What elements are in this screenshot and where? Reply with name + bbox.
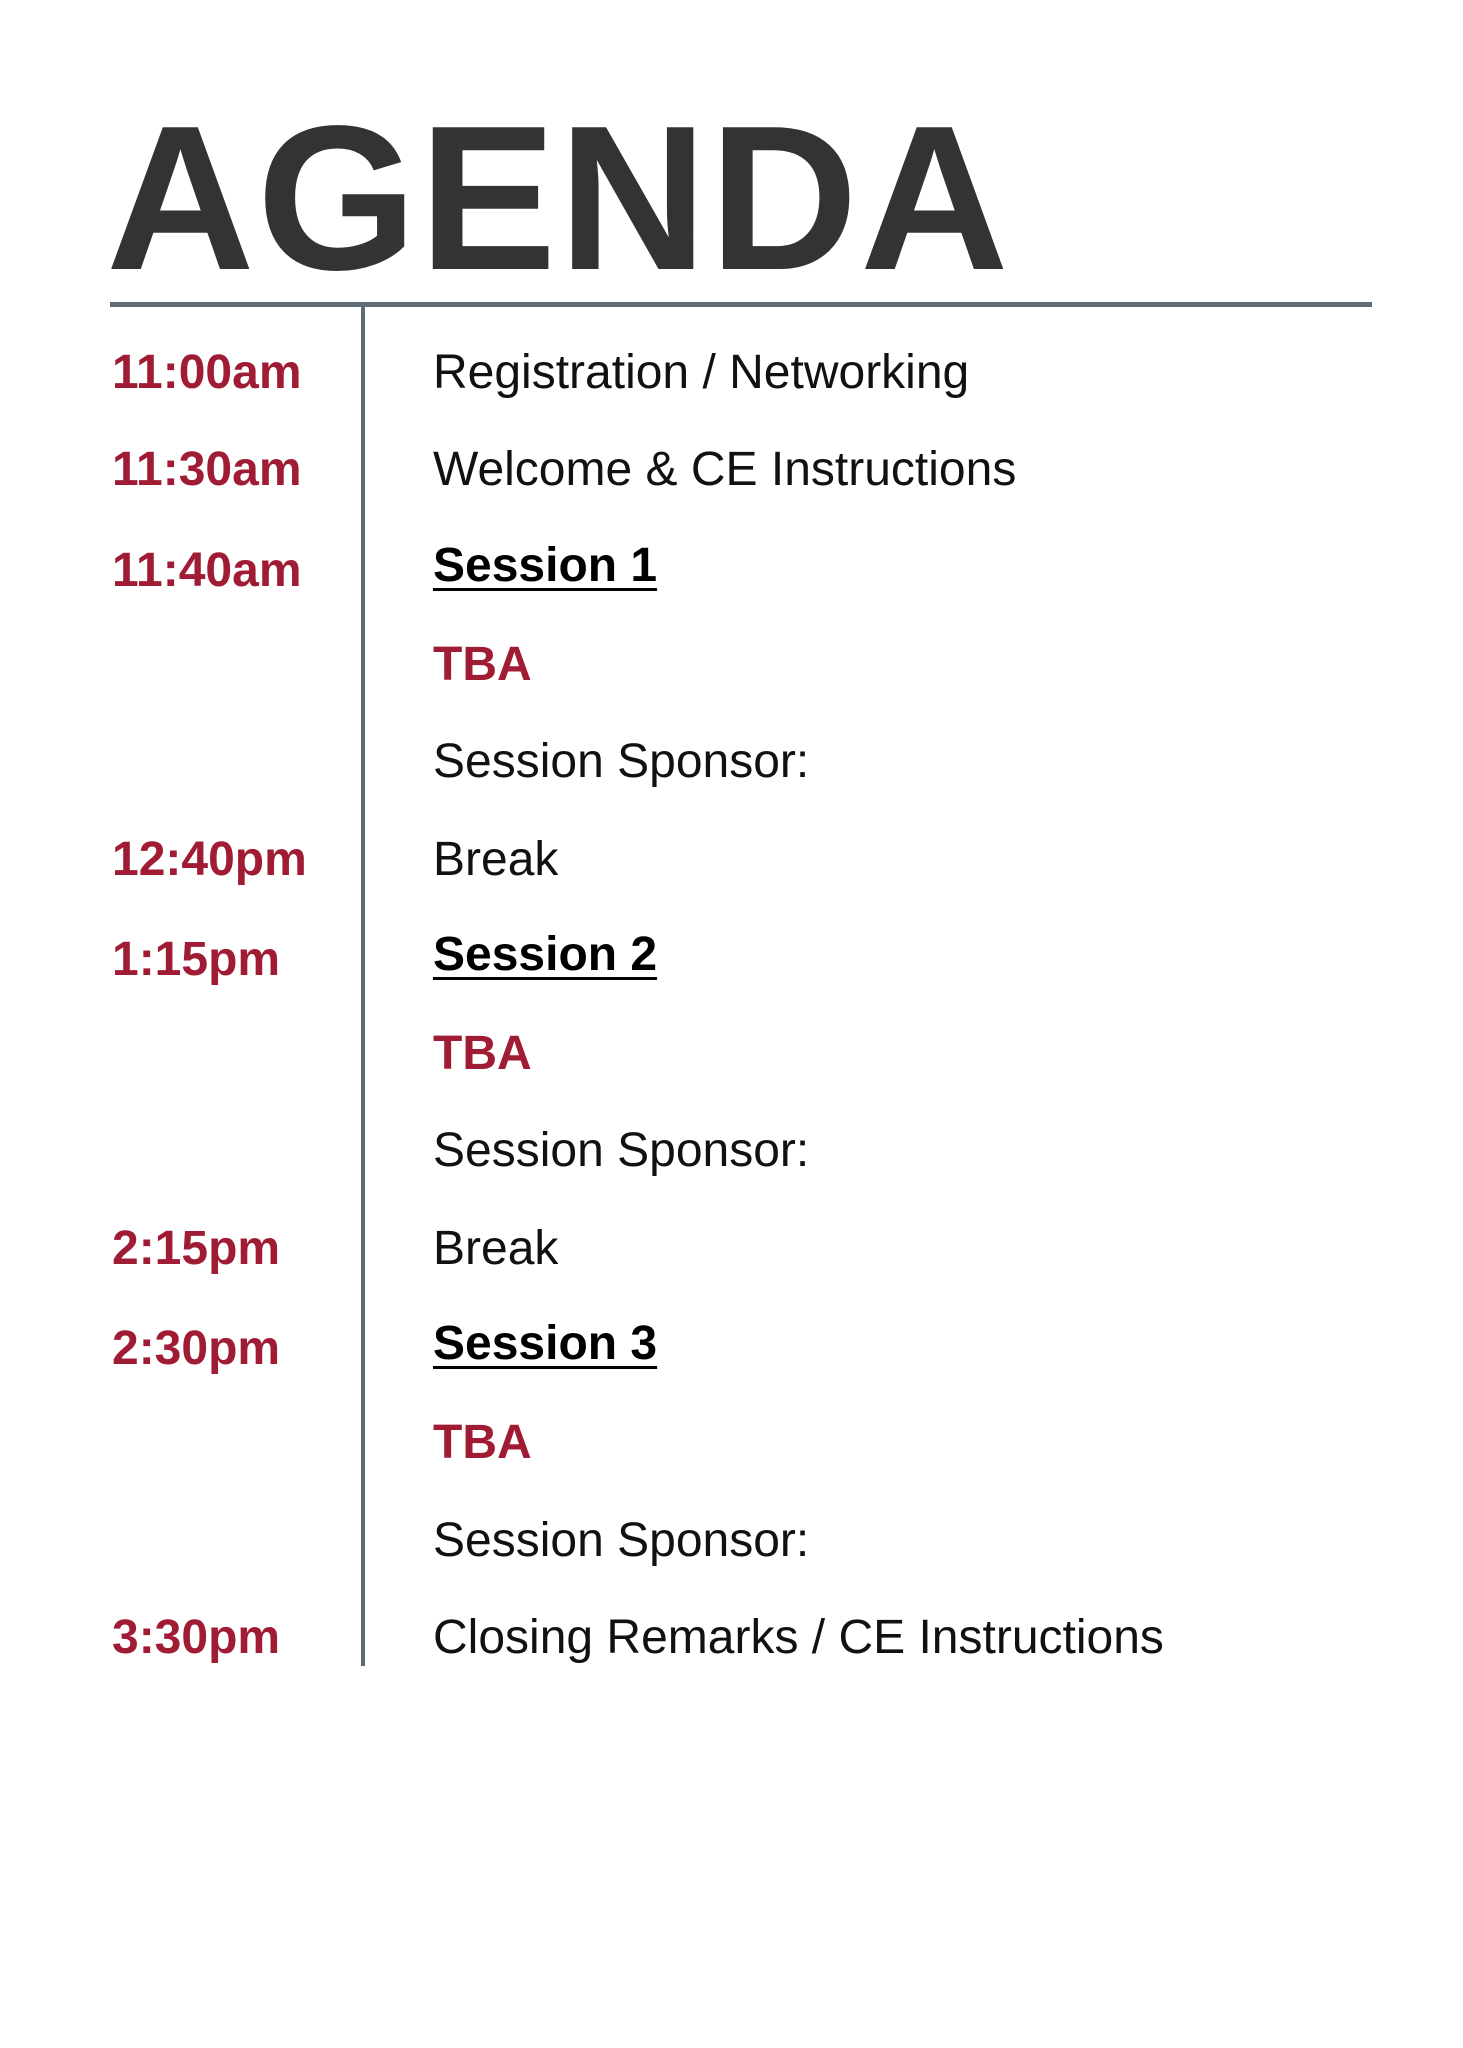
time: 2:30pm xyxy=(112,1322,281,1375)
title: AGENDA xyxy=(106,83,1011,313)
time: 11:30am xyxy=(112,443,302,497)
session-title: Session 2 xyxy=(433,927,658,981)
agenda-item: Break xyxy=(433,832,559,886)
agenda-item: Registration / Networking xyxy=(433,346,970,399)
time: 3:30pm xyxy=(112,1610,281,1664)
speaker: TBA xyxy=(433,637,532,691)
agenda-item: Welcome & CE Instructions xyxy=(433,443,1017,497)
time: 1:15pm xyxy=(112,932,281,986)
agenda-item: Break xyxy=(433,1221,559,1275)
agenda-item: Closing Remarks / CE Instructions xyxy=(433,1610,1164,1664)
time: 11:00am xyxy=(112,346,302,399)
session-title: Session 3 xyxy=(433,1317,658,1370)
sponsor: Session Sponsor: xyxy=(433,1124,810,1178)
sponsor: Session Sponsor: xyxy=(433,735,810,789)
time: 12:40pm xyxy=(112,832,307,886)
column-divider xyxy=(361,304,365,1666)
time: 2:15pm xyxy=(112,1221,281,1275)
session-title: Session 1 xyxy=(433,538,658,592)
speaker: TBA xyxy=(433,1027,532,1081)
speaker: TBA xyxy=(433,1416,532,1470)
sponsor: Session Sponsor: xyxy=(433,1513,810,1567)
time: 11:40am xyxy=(112,543,302,597)
header-rule xyxy=(110,302,1372,307)
